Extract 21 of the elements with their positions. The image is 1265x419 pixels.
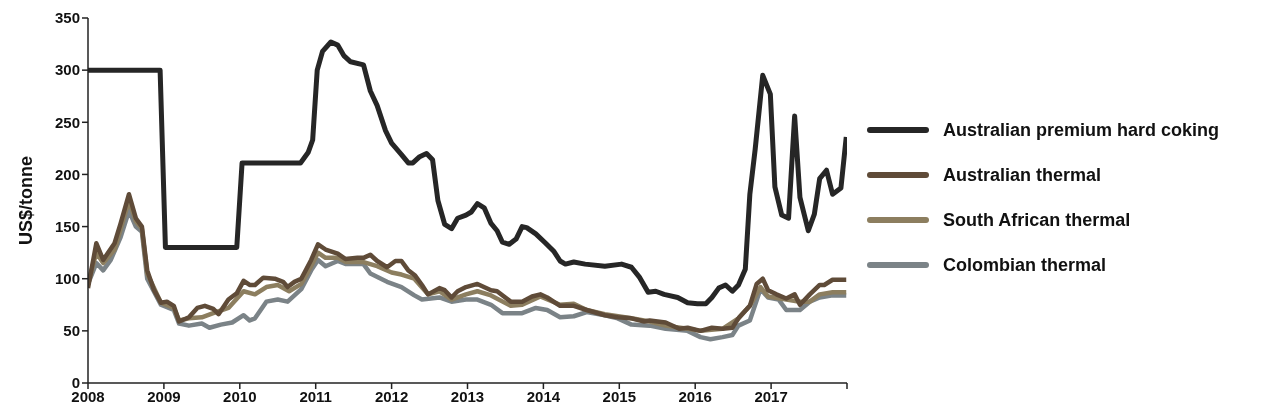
x-tick-label: 2015: [602, 387, 636, 405]
x-tick-label: 2011: [299, 387, 332, 405]
x-tick-label: 2009: [147, 387, 181, 405]
x-tick-label: 2012: [374, 387, 409, 405]
x-tick-label: 2016: [678, 387, 712, 405]
legend-label: Australian thermal: [943, 164, 1102, 186]
legend-label: Colombian thermal: [943, 254, 1107, 276]
y-tick-label: 350: [54, 9, 80, 27]
y-tick-label: 50: [63, 322, 80, 340]
y-tick-label: 300: [54, 61, 80, 79]
y-axis-title: US$/tonne: [16, 155, 37, 246]
x-tick-label: 2013: [450, 387, 485, 405]
x-tick-label: 2014: [526, 387, 561, 405]
legend-label: Australian premium hard coking: [943, 119, 1220, 141]
y-tick-label: 100: [54, 270, 80, 288]
y-tick-label: 200: [54, 165, 80, 183]
y-tick-label: 150: [54, 217, 80, 235]
x-tick-label: 2017: [754, 387, 788, 405]
x-tick-label: 2010: [223, 387, 257, 405]
y-tick-label: 250: [54, 113, 80, 131]
legend-label: South African thermal: [943, 209, 1131, 231]
